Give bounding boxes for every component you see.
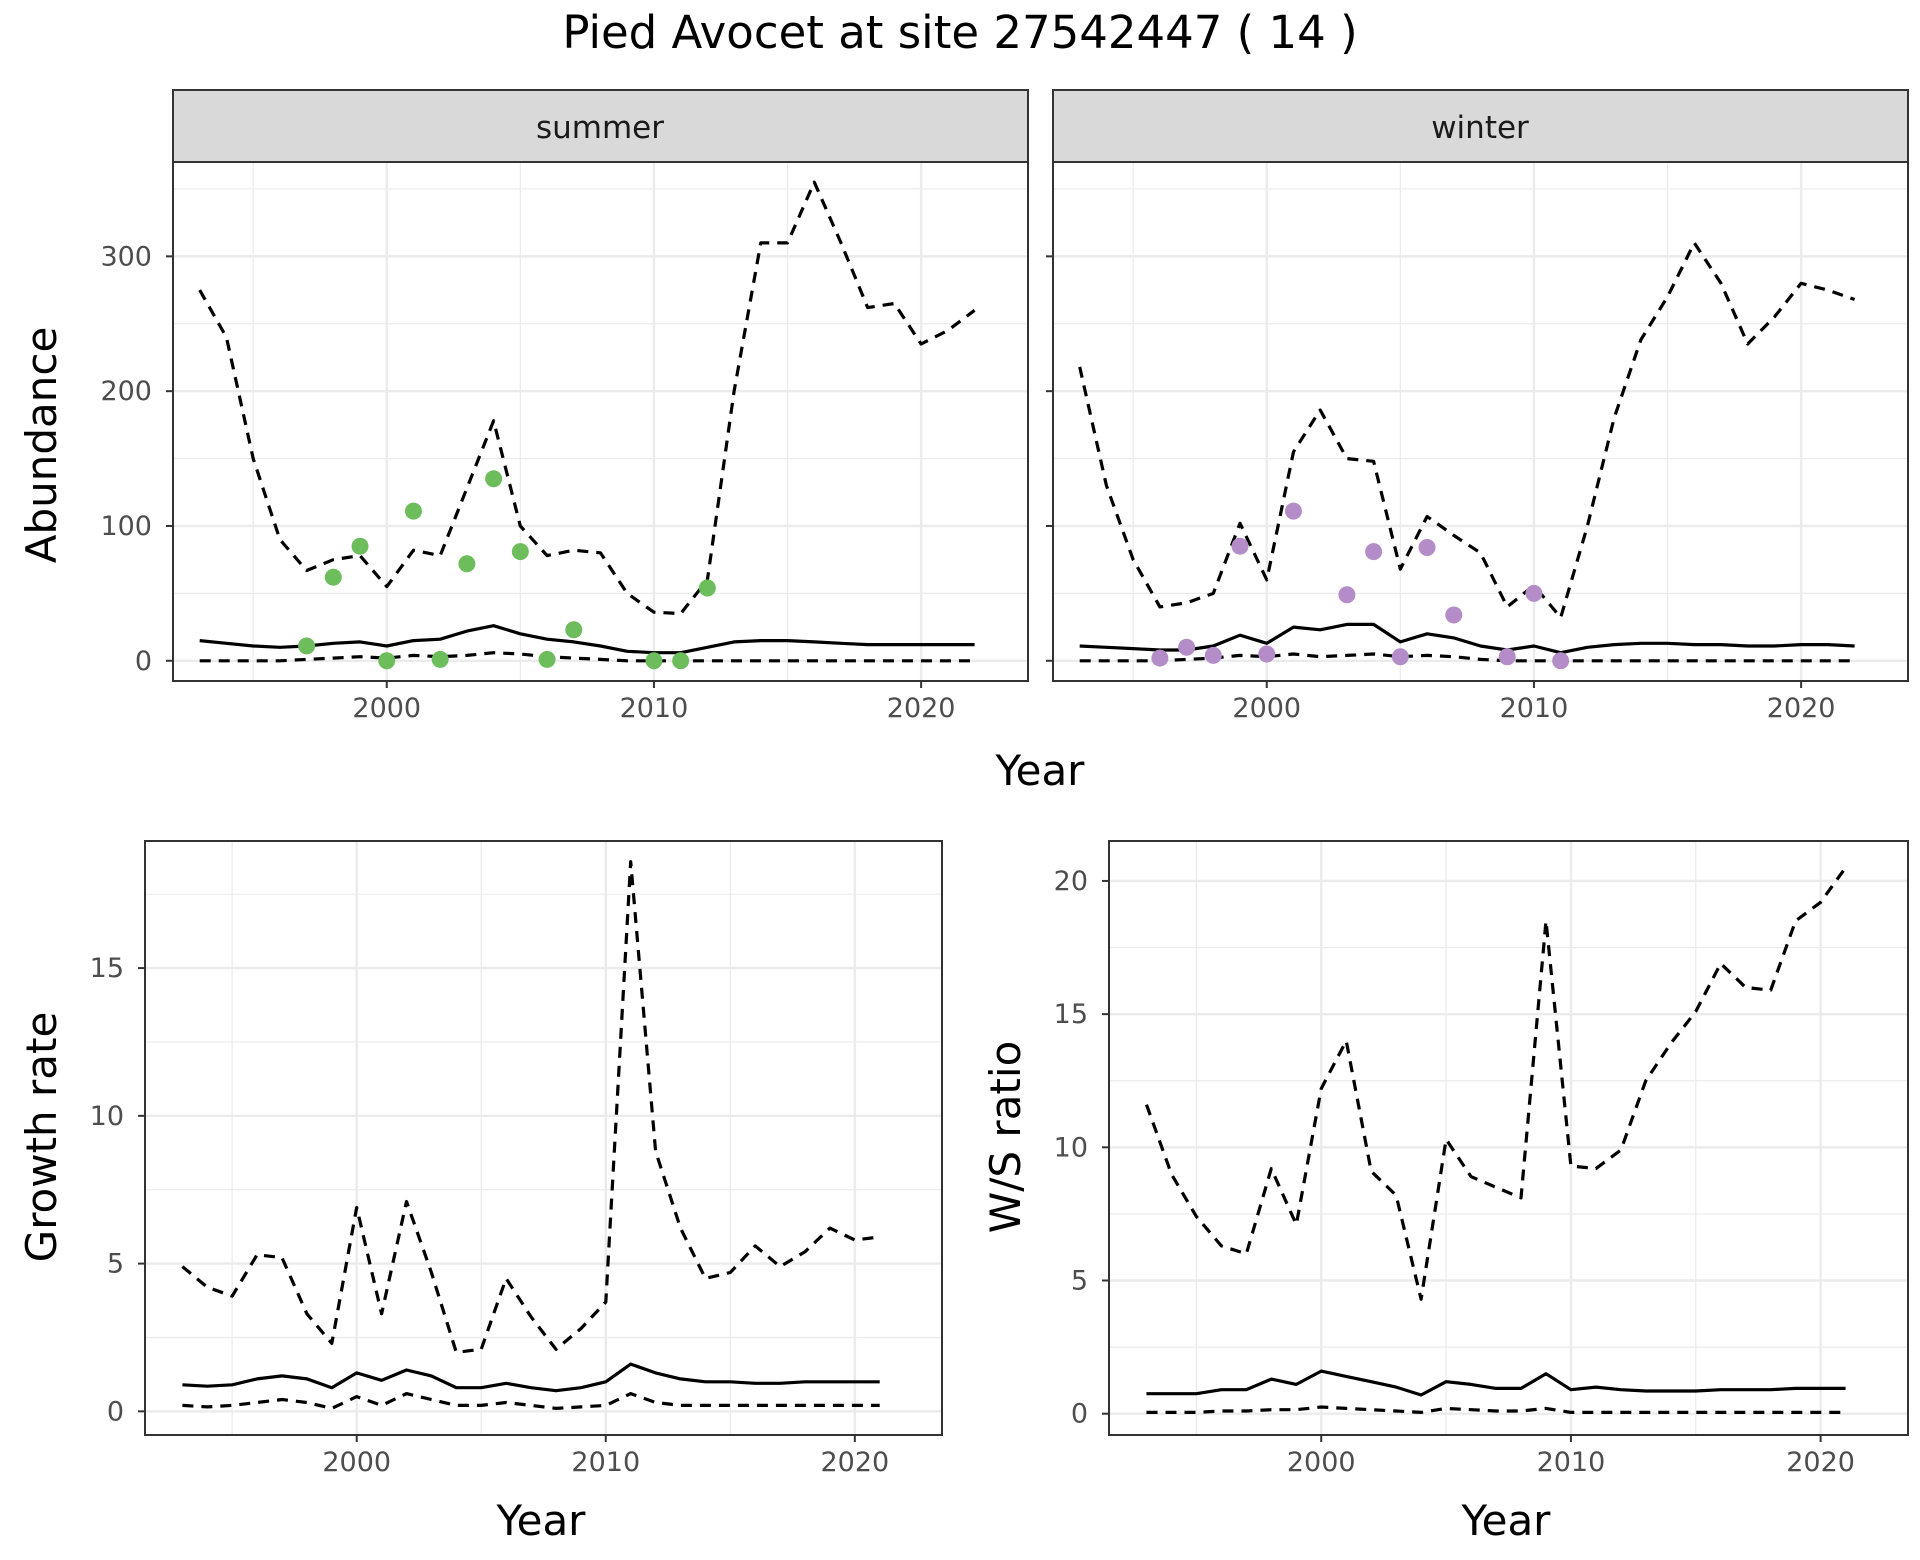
y-tick-label: 0	[135, 646, 152, 677]
strip-summer	[172, 89, 1029, 163]
y-tick-label: 100	[100, 511, 152, 542]
data-point	[1231, 537, 1249, 555]
y-tick-label: 20	[1054, 866, 1088, 897]
y-axis-title-ws: W/S ratio	[981, 1041, 1030, 1234]
panel-background-ws	[1109, 841, 1908, 1435]
series-line-dashed-2	[1146, 1405, 1846, 1415]
data-point	[1445, 606, 1463, 624]
data-point	[458, 555, 476, 573]
y-tick-label: 10	[1054, 1132, 1088, 1163]
series-line-dashed-1	[181, 860, 880, 1354]
y-tick-label: 5	[107, 1249, 124, 1280]
x-tick-label: 2020	[1786, 1447, 1855, 1478]
x-tick-label: 2010	[620, 693, 689, 724]
x-tick-label: 2000	[1232, 693, 1301, 724]
data-point	[1178, 638, 1196, 656]
data-point	[1391, 648, 1409, 666]
data-point	[485, 470, 503, 488]
data-point	[511, 543, 529, 561]
data-point	[1204, 646, 1222, 664]
y-tick-label: 200	[100, 376, 152, 407]
panel-background-growth	[145, 841, 942, 1435]
strip-label-summer: summer	[536, 110, 664, 146]
x-axis-title-growth: Year	[496, 1496, 587, 1545]
data-point	[351, 537, 369, 555]
data-point	[404, 502, 422, 520]
series-line-dashed-1	[198, 180, 976, 616]
data-point	[431, 650, 449, 668]
data-point	[698, 579, 716, 597]
data-point	[298, 637, 316, 655]
data-point	[1151, 649, 1169, 667]
data-point	[1552, 652, 1570, 670]
data-point	[538, 650, 556, 668]
x-tick-label: 2020	[820, 1447, 889, 1478]
panel-background-summer	[173, 162, 1028, 681]
x-tick-label: 2010	[1537, 1447, 1606, 1478]
data-point	[1525, 584, 1543, 602]
y-tick-label: 0	[1071, 1399, 1088, 1430]
series-line-dashed-1	[1144, 866, 1847, 1301]
panel-growth: 2000 2010 2020 0 5 10 15	[90, 840, 943, 1478]
y-tick-label: 15	[1054, 999, 1088, 1030]
data-point	[1284, 502, 1302, 520]
panel-border-growth	[144, 840, 943, 1436]
data-point	[1418, 539, 1436, 557]
data-point	[1258, 645, 1276, 663]
data-point	[672, 652, 690, 670]
x-axis-title-ws: Year	[1461, 1496, 1552, 1545]
data-point	[565, 621, 583, 639]
x-tick-label: 2010	[571, 1447, 640, 1478]
y-tick-label: 10	[90, 1101, 124, 1132]
y-tick-label: 15	[90, 953, 124, 984]
panel-border-ws	[1108, 840, 1909, 1436]
x-tick-label: 2000	[352, 693, 421, 724]
series-line-solid-0	[199, 624, 975, 655]
data-point	[378, 652, 396, 670]
x-tick-label: 2000	[1287, 1447, 1356, 1478]
data-point	[1338, 586, 1356, 604]
panel-summer: 2000 2010 2020 0 100 200 300	[100, 161, 1029, 724]
series-line-dashed-2	[182, 1391, 880, 1411]
y-tick-label: 300	[100, 241, 152, 272]
strip-label-winter: winter	[1431, 110, 1529, 146]
series-line-solid-0	[182, 1362, 880, 1393]
panel-background-winter	[1053, 162, 1908, 681]
y-axis-title-growth: Growth rate	[17, 1012, 66, 1263]
panel-border-winter	[1052, 161, 1909, 682]
data-point	[1365, 543, 1383, 561]
x-tick-label: 2010	[1500, 693, 1569, 724]
data-point	[1498, 648, 1516, 666]
series-line-solid-0	[1079, 622, 1855, 655]
x-tick-label: 2000	[322, 1447, 391, 1478]
y-tick-label: 5	[1071, 1266, 1088, 1297]
y-tick-label: 0	[107, 1396, 124, 1427]
strip-winter	[1052, 89, 1909, 163]
data-point	[645, 652, 663, 670]
x-tick-label: 2020	[1767, 693, 1836, 724]
panel-ws: 2000 2010 2020 0 5 10 15 20	[1054, 840, 1909, 1478]
data-point	[324, 568, 342, 586]
x-tick-label: 2020	[887, 693, 956, 724]
chart-title: Pied Avocet at site 27542447 ( 14 )	[562, 6, 1357, 59]
series-line-dashed-2	[1079, 652, 1855, 663]
panel-border-summer	[172, 161, 1029, 682]
series-line-dashed-1	[1078, 241, 1856, 620]
x-axis-title-top: Year	[995, 746, 1086, 795]
panel-winter: 2000 2010 2020	[1046, 161, 1909, 724]
series-line-solid-0	[1146, 1369, 1846, 1397]
y-axis-title-abundance: Abundance	[17, 327, 66, 564]
series-line-dashed-2	[199, 651, 975, 663]
